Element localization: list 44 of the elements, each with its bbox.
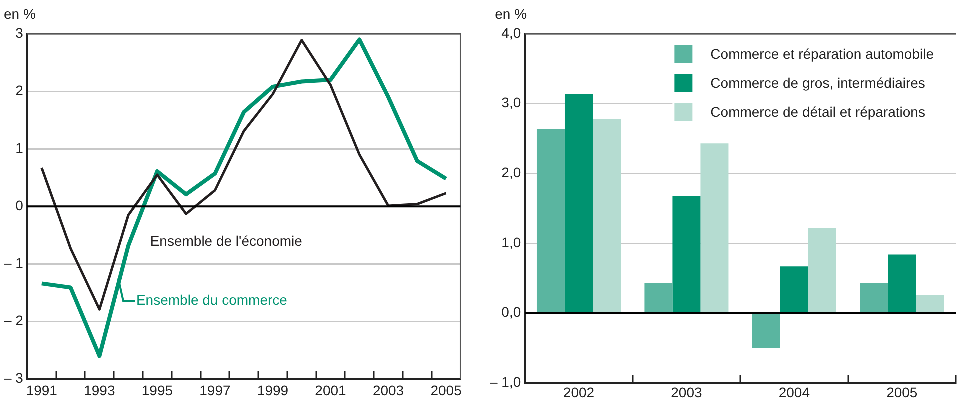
bar — [780, 266, 808, 313]
y-tick-label: – 2 — [4, 312, 24, 329]
x-tick-label: 2005 — [886, 384, 918, 400]
bar — [700, 144, 729, 313]
x-tick-label: 2001 — [315, 382, 347, 398]
y-axis-title: en % — [495, 6, 528, 22]
y-tick-label: – 1,0 — [490, 374, 522, 390]
series-label: Ensemble du commerce — [136, 292, 288, 308]
legend-label: Commerce de détail et réparations — [710, 104, 926, 120]
y-tick-label: 2,0 — [502, 164, 522, 181]
x-tick-label: 1997 — [200, 382, 231, 398]
bar — [888, 254, 916, 313]
y-axis-title: en % — [4, 6, 36, 22]
y-tick-label: 1,0 — [502, 234, 522, 250]
y-tick-label: – 1 — [4, 254, 24, 271]
bar — [593, 119, 622, 313]
bar — [672, 196, 701, 313]
y-tick-label: 0,0 — [502, 304, 522, 320]
x-tick-label: 2003 — [671, 384, 702, 400]
x-tick-label: 2004 — [778, 384, 810, 400]
bar — [644, 283, 673, 313]
bar — [752, 314, 780, 348]
bar — [860, 283, 888, 313]
bar — [808, 228, 836, 313]
legend-label: Commerce et réparation automobile — [710, 46, 934, 62]
y-tick-label: – 3 — [4, 370, 24, 386]
x-tick-label: 2002 — [563, 384, 595, 400]
y-tick-label: 4,0 — [502, 24, 522, 41]
bar — [536, 128, 565, 313]
x-tick-label: 2003 — [372, 382, 404, 398]
bar — [916, 295, 944, 313]
series-label: Ensemble de l'économie — [150, 232, 303, 249]
y-tick-label: 2 — [16, 82, 24, 98]
x-tick-label: 2005 — [430, 382, 462, 398]
x-tick-label: 1999 — [257, 382, 289, 398]
y-tick-label: 3 — [16, 24, 24, 41]
x-tick-label: 1993 — [84, 382, 116, 398]
legend-label: Commerce de gros, intermédiaires — [710, 74, 926, 91]
bar — [564, 94, 593, 313]
y-tick-label: 3,0 — [502, 94, 522, 111]
y-tick-label: 0 — [16, 197, 24, 214]
x-tick-label: 1995 — [142, 382, 174, 398]
x-tick-label: 1991 — [26, 382, 58, 398]
y-tick-label: 1 — [16, 140, 24, 156]
